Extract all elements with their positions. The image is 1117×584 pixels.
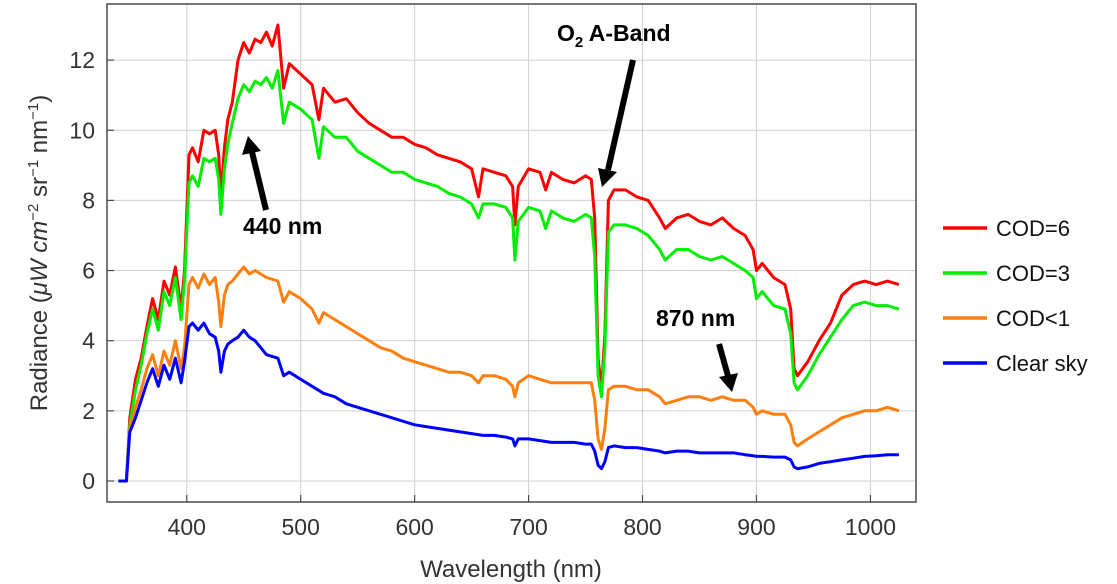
label-870nm: 870 nm (656, 305, 735, 331)
y-axis-title-part: Radiance ( (26, 295, 53, 411)
plot-frame (106, 3, 917, 503)
label-440nm: 440 nm (243, 213, 322, 239)
y-axis-title-mu: μ (26, 282, 53, 296)
y-axis-title: Radiance (μW cm−2 sr−1 nm−1) (25, 95, 53, 412)
x-tick-label: 1000 (845, 514, 896, 540)
y-axis-title-exp: −1 (25, 103, 42, 120)
y-tick-label: 12 (69, 47, 95, 73)
legend-label: COD<1 (996, 306, 1070, 331)
y-axis-title-part: ) (26, 95, 53, 103)
y-axis-title-part: W cm (26, 221, 53, 282)
o2-label-rest: A-Band (583, 20, 670, 46)
y-tick-label: 4 (82, 328, 95, 354)
series-line-cod-1 (118, 265, 900, 483)
y-tick-label: 0 (82, 468, 95, 494)
series-line-clear-sky (118, 321, 899, 483)
legend-label: Clear sky (996, 351, 1088, 376)
y-tick-label: 8 (82, 187, 95, 213)
arrow-440nm-icon (242, 136, 269, 211)
series-lines (118, 23, 900, 483)
x-axis-title: Wavelength (nm) (420, 556, 602, 583)
grid-lines (107, 4, 916, 502)
y-axis-title-exp: −2 (25, 204, 42, 221)
legend-label: COD=3 (996, 261, 1070, 286)
o2-a-band-label: O2 A-Band (557, 20, 671, 51)
series-line-cod-6 (118, 23, 900, 483)
x-tick-label: 600 (395, 514, 433, 540)
y-tick-label: 10 (69, 117, 95, 143)
y-axis-title-part: sr (26, 177, 53, 204)
y-tick-label: 2 (82, 398, 95, 424)
y-tick-label: 6 (82, 258, 95, 284)
x-tick-label: 900 (737, 514, 775, 540)
o2-label-base: O (557, 20, 575, 46)
series-line-cod-3 (118, 69, 900, 483)
o2-arrow-icon (598, 59, 636, 187)
x-tick-label: 500 (282, 514, 320, 540)
x-tick-label: 700 (509, 514, 547, 540)
o2-label-sub: 2 (575, 34, 583, 51)
legend-label: COD=6 (996, 216, 1070, 241)
y-axis-title-exp: −1 (25, 160, 42, 177)
y-axis-title-part: nm (26, 120, 53, 160)
axis-ticks: 400 500 600 700 800 900 1000 0 2 4 6 8 10 12 (69, 47, 896, 540)
x-tick-label: 400 (168, 514, 206, 540)
arrow-870nm-icon (716, 343, 738, 392)
x-tick-label: 800 (623, 514, 661, 540)
legend: COD=6 COD=3 COD<1 Clear sky (943, 216, 1088, 376)
